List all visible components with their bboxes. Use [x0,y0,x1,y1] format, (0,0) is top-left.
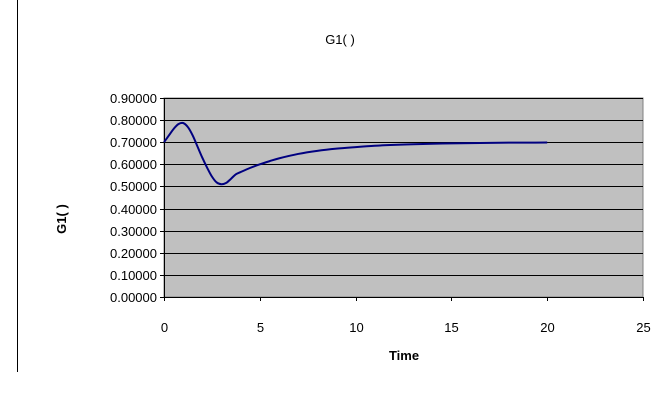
x-tick-label: 15 [444,320,458,335]
y-axis-title: G1( ) [54,204,69,234]
chart-title: G1( ) [325,32,355,47]
y-tick-label: 0.50000 [110,179,157,194]
x-tick-label: 0 [161,320,168,335]
y-tick-label: 0.40000 [110,202,157,217]
x-tick-label: 5 [257,320,264,335]
y-tick-label: 0.90000 [110,91,157,106]
y-tick-label: 0.10000 [110,268,157,283]
y-tick-label: 0.30000 [110,224,157,239]
x-tick-label: 20 [540,320,554,335]
x-axis-ticks: 0 5 10 15 20 25 [161,297,651,335]
x-tick-label: 25 [636,320,650,335]
x-tick-label: 10 [349,320,363,335]
y-tick-label: 0.70000 [110,135,157,150]
y-tick-label: 0.20000 [110,246,157,261]
y-tick-label: 0.60000 [110,157,157,172]
gridlines [164,98,643,276]
plot-area [163,97,644,298]
series-line [163,121,548,186]
y-axis-ticks: 0.00000 0.10000 0.20000 0.30000 0.40000 0.500… [110,91,164,305]
x-axis-title: Time [389,348,419,363]
y-tick-label: 0.80000 [110,113,157,128]
y-tick-label: 0.00000 [110,290,157,305]
